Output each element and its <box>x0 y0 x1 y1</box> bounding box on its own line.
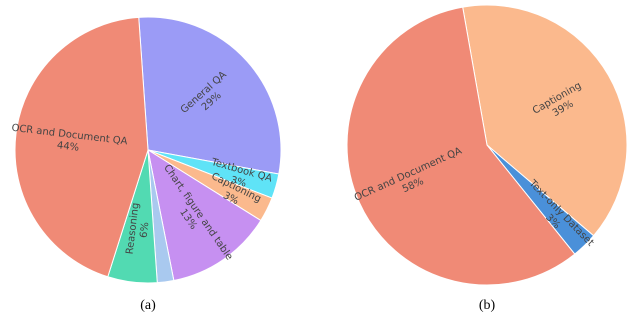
slice-value: 6% <box>139 221 152 238</box>
pie-slice <box>346 6 576 286</box>
pie-slice <box>138 16 282 175</box>
pie-slice <box>462 4 628 237</box>
caption: (a) <box>140 298 156 313</box>
slice-value: 44% <box>56 140 79 154</box>
pie-slice <box>147 148 262 282</box>
pie-slice <box>14 16 149 278</box>
slice-value: 3% <box>229 175 247 190</box>
caption: (b) <box>479 298 496 313</box>
